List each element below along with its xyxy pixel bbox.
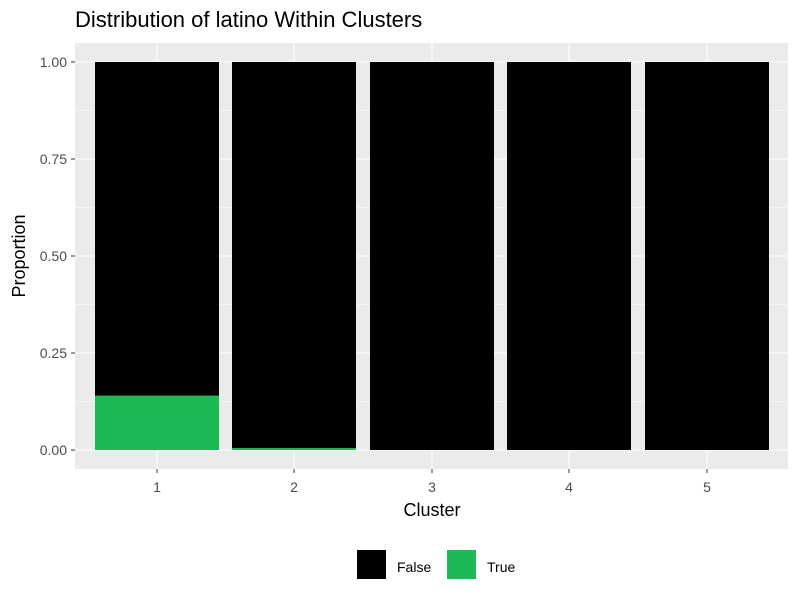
- y-tick-label: 0.00: [40, 442, 67, 458]
- legend-label-false: False: [397, 559, 431, 575]
- legend-key-false: [357, 550, 386, 579]
- x-axis-ticks: 1 2 3 4 5: [153, 469, 711, 495]
- y-axis-label: Proportion: [9, 214, 29, 297]
- bar-false-cluster-2: [232, 62, 356, 449]
- bar-false-cluster-1: [95, 62, 219, 396]
- x-tick-label: 3: [428, 479, 436, 495]
- bar-false-cluster-5: [645, 62, 769, 450]
- chart-title: Distribution of latino Within Clusters: [75, 7, 422, 32]
- y-tick-label: 1.00: [40, 54, 67, 70]
- y-tick-label: 0.25: [40, 345, 67, 361]
- y-tick-label: 0.50: [40, 248, 67, 264]
- bar-true-cluster-2: [232, 448, 356, 450]
- x-tick-label: 5: [703, 479, 711, 495]
- legend: False True: [357, 550, 515, 579]
- legend-label-true: True: [487, 559, 515, 575]
- x-axis-label: Cluster: [403, 500, 460, 520]
- bar-true-cluster-1: [95, 395, 219, 450]
- bar-false-cluster-3: [370, 62, 494, 450]
- y-axis-ticks: 0.00 0.25 0.50 0.75 1.00: [40, 54, 75, 458]
- x-tick-label: 2: [290, 479, 298, 495]
- bars: [95, 62, 769, 450]
- x-tick-label: 1: [153, 479, 161, 495]
- y-tick-label: 0.75: [40, 151, 67, 167]
- x-tick-label: 4: [565, 479, 573, 495]
- bar-false-cluster-4: [507, 62, 631, 450]
- legend-key-true: [447, 550, 476, 579]
